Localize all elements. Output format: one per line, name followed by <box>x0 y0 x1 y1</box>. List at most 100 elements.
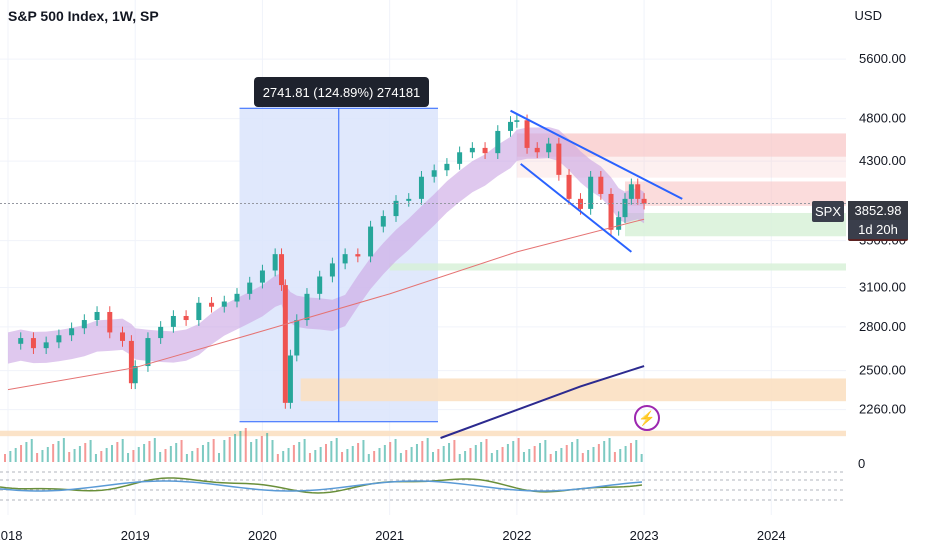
volume-bar <box>228 437 231 462</box>
volume-bar <box>426 438 429 462</box>
volume-bar <box>528 449 531 462</box>
last-price-tag: 3852.98 1d 20h <box>848 201 908 241</box>
y-tick-label: 2800.00 <box>859 319 906 334</box>
candle <box>69 328 75 336</box>
volume-bar <box>512 441 515 462</box>
volume-bar <box>287 448 290 462</box>
volume-bar <box>14 448 17 462</box>
volume-bar <box>234 434 237 462</box>
candle <box>641 198 647 204</box>
y-tick-label: 4300.00 <box>859 153 906 168</box>
volume-bar <box>555 451 558 462</box>
candle <box>119 332 125 341</box>
volume-bar <box>137 447 140 462</box>
candle <box>457 152 463 164</box>
candle <box>514 120 520 122</box>
x-tick-label: 2024 <box>757 528 786 543</box>
volume-bar <box>571 442 574 462</box>
volume-bar <box>469 448 472 462</box>
candle <box>342 254 348 264</box>
last-price: 3852.98 <box>848 201 908 220</box>
volume-bar <box>116 442 119 462</box>
x-tick-label: 2023 <box>630 528 659 543</box>
volume-bar <box>25 442 28 462</box>
candle <box>588 176 594 209</box>
candle <box>170 315 176 327</box>
volume-bar <box>68 452 71 462</box>
volume-bar <box>111 445 113 462</box>
candle <box>234 293 240 302</box>
volume-bar <box>442 446 445 462</box>
measure-label[interactable]: 2741.81 (124.89%) 274181 <box>254 77 429 107</box>
volume-bar <box>501 447 504 462</box>
candle <box>598 176 604 194</box>
volume-bar <box>453 440 456 462</box>
zone-layer <box>0 108 846 437</box>
volume-bar <box>539 443 541 462</box>
symbol-tag: SPX <box>812 201 844 222</box>
candle <box>444 163 450 171</box>
volume-bar <box>544 440 547 462</box>
lightning-icon[interactable]: ⚡ <box>634 405 660 431</box>
candle <box>524 120 530 148</box>
volume-bar <box>394 439 397 462</box>
volume-bar <box>437 449 440 462</box>
volume-bar <box>619 449 622 462</box>
volume-bar <box>303 439 306 462</box>
volume-bar <box>314 450 317 462</box>
candle <box>56 335 62 343</box>
volume-bar <box>89 440 92 462</box>
volume-bar <box>549 454 552 462</box>
volume-bar <box>4 454 6 462</box>
volume-bar <box>159 452 162 462</box>
volume-bar <box>207 442 210 462</box>
volume-bar <box>325 444 327 462</box>
candle <box>282 285 288 403</box>
volume-bar <box>560 448 563 462</box>
volume-bar <box>282 451 285 462</box>
candle <box>482 147 488 154</box>
volume-bar <box>41 450 44 462</box>
oscillator-layer <box>0 471 846 501</box>
volume-bar <box>292 445 295 462</box>
volume-bar <box>351 446 354 462</box>
volume-bar <box>373 451 376 462</box>
demand-zone <box>389 263 846 271</box>
candle <box>556 143 562 175</box>
volume-bar <box>581 453 584 462</box>
volume-bar <box>121 439 124 462</box>
candle <box>94 311 100 321</box>
volume-bar <box>346 449 349 462</box>
volume-bar <box>640 454 643 462</box>
volume-bar <box>432 452 434 462</box>
volume-bar <box>266 433 269 462</box>
x-axis: 2018 2019 2020 2021 2022 2023 2024 <box>0 528 786 543</box>
volume-bar <box>298 442 301 462</box>
volume-bar <box>73 449 76 462</box>
volume-bar <box>308 453 311 462</box>
volume-bar <box>533 446 536 462</box>
volume-bar <box>239 431 242 462</box>
volume-bar <box>576 439 579 462</box>
volume-bar <box>94 454 97 462</box>
volume-bar <box>84 443 87 462</box>
volume-bar <box>319 447 322 462</box>
candle <box>196 302 202 321</box>
volume-bar <box>46 447 49 462</box>
volume-bar <box>522 452 525 462</box>
channel-lower <box>520 163 632 253</box>
candle <box>287 355 293 403</box>
supply-zone <box>625 181 846 206</box>
bar-countdown: 1d 20h <box>848 220 908 239</box>
volume-bar <box>480 442 483 462</box>
candle <box>546 143 552 153</box>
volume-bar <box>153 438 156 462</box>
volume-bar <box>250 442 253 462</box>
candle <box>566 174 572 199</box>
candle <box>635 184 641 199</box>
volume-bar <box>62 438 65 462</box>
volume-bar <box>629 443 632 462</box>
volume-bar <box>271 440 274 462</box>
candle <box>128 340 134 384</box>
